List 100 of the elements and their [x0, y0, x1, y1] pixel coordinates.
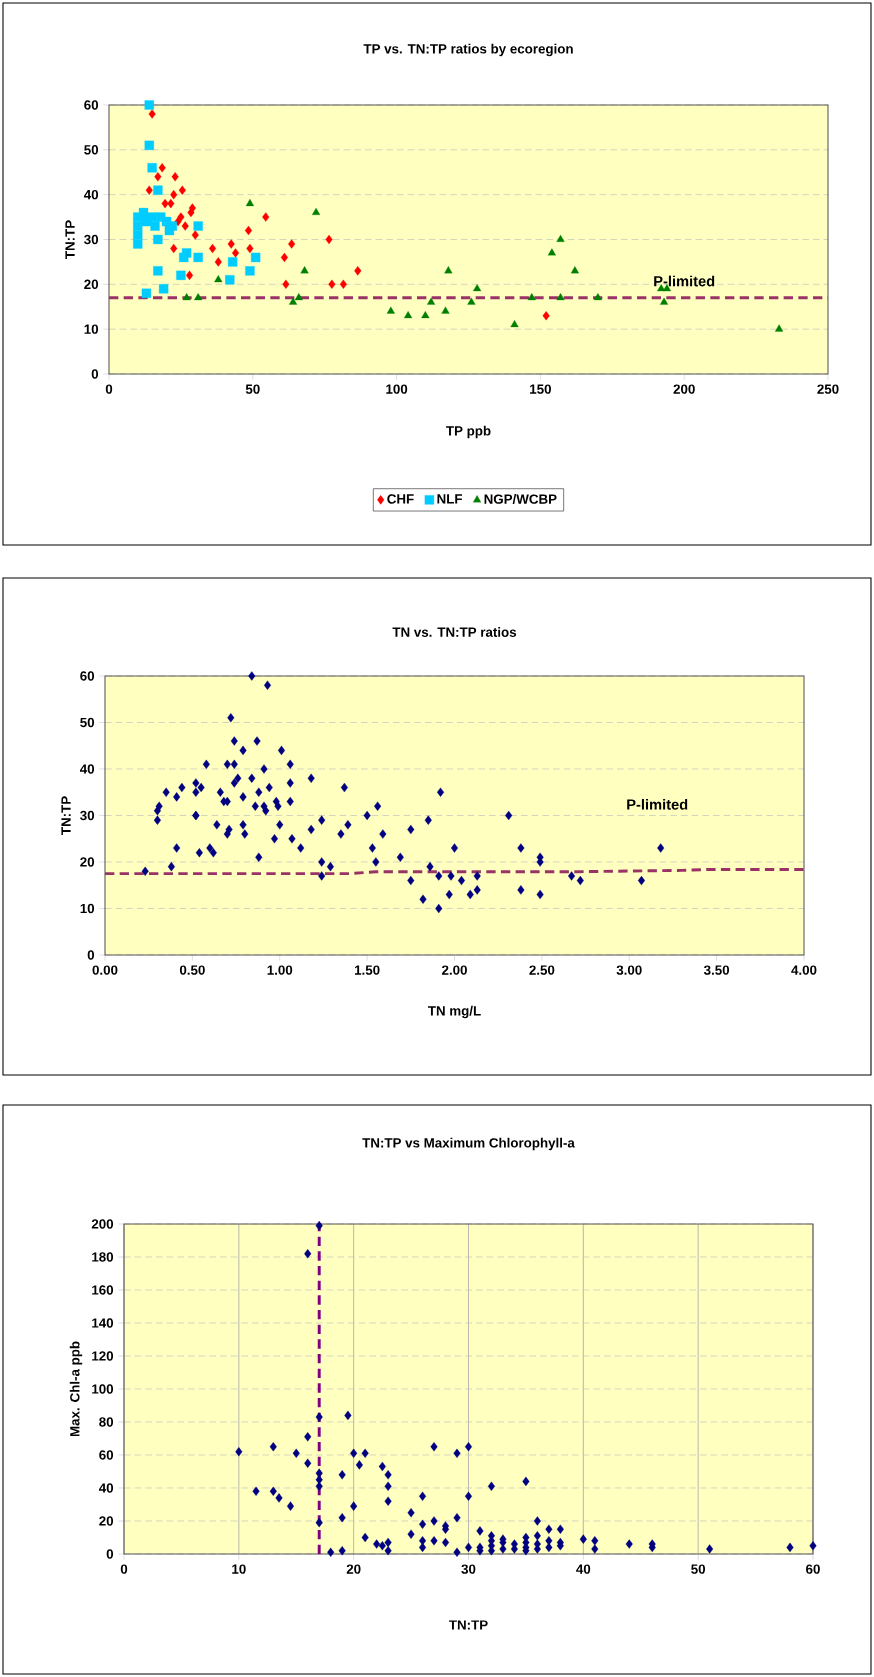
point: [441, 306, 450, 314]
chart-title: TP vs. TN:TP ratios by ecoregion: [363, 43, 573, 57]
x-tick-label: 20: [346, 1564, 361, 1574]
point: [167, 198, 175, 209]
point: [153, 234, 163, 245]
point: [154, 172, 162, 182]
point: [170, 243, 178, 254]
point: [145, 185, 153, 195]
y-tick-label: 60: [80, 671, 95, 681]
ref-line-label: P-limited: [654, 275, 715, 287]
x-tick-label: 0.00: [92, 965, 118, 975]
point: [144, 140, 154, 151]
point: [158, 163, 166, 173]
x-tick-label: 200: [673, 384, 695, 394]
point: [527, 293, 536, 301]
point: [386, 306, 395, 314]
y-tick-label: 20: [84, 279, 99, 290]
point: [150, 221, 160, 231]
y-tick-label: 0: [106, 1549, 114, 1559]
y-axis-title: TN:TP: [65, 220, 75, 259]
y-tick-label: 20: [80, 857, 95, 867]
point: [232, 248, 240, 258]
point: [133, 221, 143, 231]
y-tick-label: 160: [92, 1285, 114, 1295]
y-axis-title: TN:TP: [61, 796, 71, 835]
point: [556, 234, 565, 242]
y-axis-title: Max. Chl-a ppb: [69, 1341, 83, 1437]
point: [262, 212, 270, 222]
legend-label: NGP/WCBP: [484, 494, 557, 504]
y-tick-label: 60: [84, 100, 99, 110]
point: [178, 185, 186, 195]
y-tick-label: 0: [91, 369, 99, 379]
point: [556, 293, 565, 301]
point: [138, 207, 149, 218]
y-tick-label: 100: [92, 1384, 114, 1394]
point: [473, 284, 482, 292]
point: [280, 252, 288, 263]
x-axis-title: TP ppb: [446, 425, 491, 439]
x-tick-label: 10: [232, 1564, 246, 1574]
point: [176, 270, 186, 281]
point: [444, 266, 453, 274]
x-tick-label: 30: [461, 1564, 476, 1574]
y-tick-label: 40: [98, 1483, 114, 1493]
point: [289, 297, 298, 305]
point: [244, 225, 253, 236]
annotation: P-limited: [627, 798, 688, 810]
point: [339, 279, 347, 289]
x-tick-label: 150: [530, 384, 551, 394]
y-tick-label: 80: [99, 1417, 114, 1427]
point: [208, 243, 217, 254]
y-tick-label: 50: [80, 717, 95, 728]
point: [775, 324, 784, 332]
x-tick-label: 2.00: [441, 965, 467, 975]
x-tick-label: 4.00: [791, 965, 817, 975]
point: [182, 293, 191, 301]
y-tick-label: 200: [91, 1219, 114, 1229]
y-tick-label: 10: [84, 324, 99, 334]
point: [427, 297, 436, 305]
point: [542, 311, 550, 321]
y-tick-label: 140: [92, 1318, 114, 1328]
point: [133, 230, 143, 240]
point: [228, 257, 238, 267]
point: [245, 198, 254, 207]
y-tick-label: 10: [80, 903, 95, 914]
x-tick-label: 1.50: [354, 965, 380, 975]
point: [404, 311, 413, 319]
point: [214, 275, 223, 283]
y-tick-label: 120: [92, 1351, 114, 1361]
point: [593, 293, 602, 301]
point: [282, 279, 290, 289]
x-tick-label: 60: [806, 1564, 820, 1574]
x-tick-label: 3.50: [703, 965, 730, 975]
point: [312, 207, 321, 215]
x-axis-title: TN:TP: [449, 1620, 488, 1630]
chart-title: TN:TP vs Maximum Chlorophyll-a: [362, 1137, 575, 1151]
point: [193, 252, 203, 263]
point: [227, 239, 235, 249]
point: [660, 297, 669, 305]
point: [148, 109, 156, 119]
point: [153, 185, 163, 195]
point: [570, 266, 579, 274]
point: [547, 248, 556, 256]
chart-title: TN vs. TN:TP ratios: [392, 627, 517, 637]
x-tick-label: 40: [576, 1564, 591, 1574]
point: [325, 234, 333, 245]
legend-label: CHF: [387, 494, 414, 504]
point: [294, 293, 303, 301]
x-tick-label: 100: [386, 384, 408, 394]
point: [158, 284, 169, 294]
point: [300, 266, 309, 274]
point: [147, 212, 157, 222]
point: [170, 189, 178, 200]
x-tick-label: 0.50: [179, 965, 205, 975]
x-tick-label: 2.50: [529, 965, 555, 975]
point: [185, 270, 194, 281]
point: [251, 252, 261, 263]
point: [510, 320, 519, 328]
x-tick-label: 250: [817, 384, 839, 394]
point: [225, 275, 235, 285]
y-tick-label: 180: [92, 1252, 114, 1262]
